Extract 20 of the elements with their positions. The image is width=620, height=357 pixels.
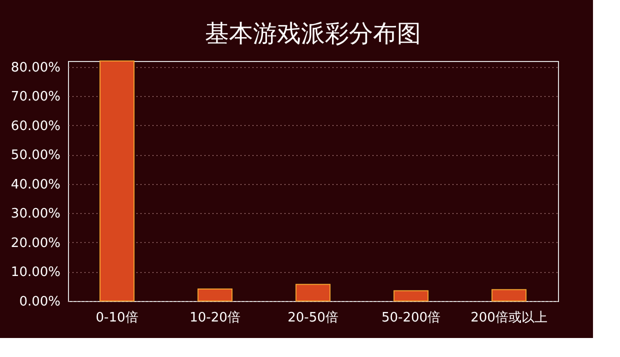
y-tick-label: 20.00% [10,236,60,251]
bar [394,290,428,302]
bar [296,284,330,302]
bar [198,288,232,302]
y-tick-label: 0.00% [19,294,60,310]
y-tick-label: 40.00% [10,177,60,192]
y-tick-label: 30.00% [10,206,60,222]
y-tick-label: 10.00% [10,265,60,280]
y-tick-label: 60.00% [10,118,60,134]
x-tick-label: 20-50倍 [288,310,338,326]
y-tick-label: 70.00% [10,90,60,105]
y-tick-label: 80.00% [10,60,60,76]
y-tick-label: 50.00% [10,148,60,164]
x-tick-label: 50-200倍 [381,310,441,326]
bar [492,289,526,302]
chart-title: 基本游戏派彩分布图 [205,20,421,48]
x-tick-label: 200倍或以上 [470,310,548,326]
bar [100,60,134,302]
x-tick-label: 10-20倍 [190,310,240,326]
x-tick-label: 0-10倍 [96,310,138,326]
